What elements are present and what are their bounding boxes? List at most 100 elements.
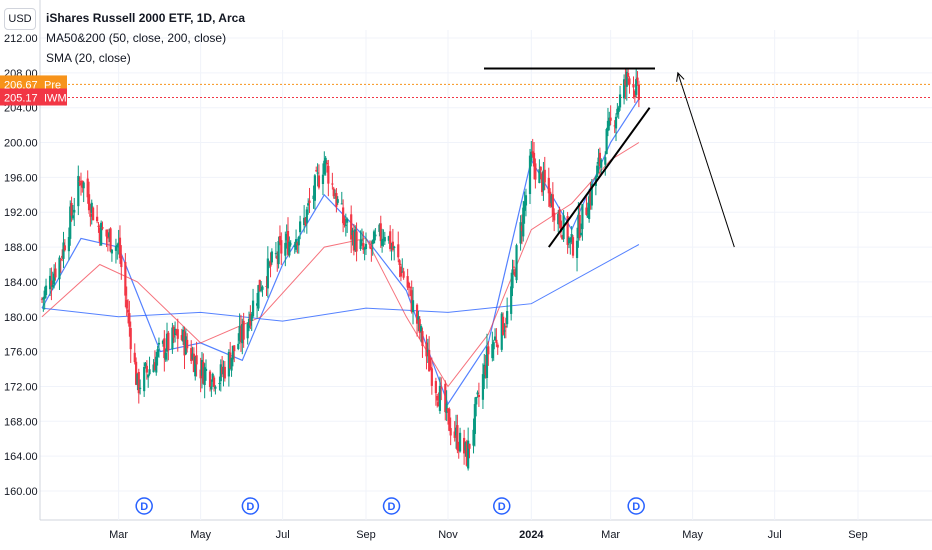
candle-body: [157, 342, 161, 345]
candle-body: [148, 369, 151, 375]
candle-body: [333, 197, 337, 199]
dividend-marker[interactable]: [493, 497, 511, 515]
candle-body: [44, 285, 48, 296]
candle-body: [352, 231, 355, 251]
candle-body: [230, 357, 233, 371]
candle-body: [276, 255, 279, 259]
candle-body: [312, 195, 315, 200]
candle-body: [448, 408, 451, 431]
candle-body: [493, 336, 497, 340]
y-tick-label: 212.00: [4, 33, 38, 45]
currency-button[interactable]: USD: [4, 8, 36, 30]
candle-body: [274, 253, 278, 255]
candle-body: [136, 373, 139, 385]
candle-body: [54, 268, 57, 278]
candle-body: [48, 275, 52, 290]
candle-body: [502, 316, 505, 335]
candle-body: [511, 269, 514, 289]
candle-body: [200, 359, 204, 376]
candle-body: [415, 304, 419, 324]
candle-body: [261, 286, 264, 290]
candle-body: [606, 120, 610, 131]
candle-body: [618, 94, 622, 108]
candle-body: [360, 239, 364, 241]
candle-body: [401, 271, 404, 273]
candle-body: [87, 194, 91, 211]
candle-body: [346, 218, 349, 223]
candle-body: [510, 286, 513, 314]
candle-body: [495, 339, 498, 344]
candle-body: [426, 350, 429, 353]
candle-body: [51, 285, 54, 288]
candle-body: [202, 361, 205, 384]
candle-body: [183, 331, 186, 356]
candle-body: [81, 180, 84, 188]
candle-body: [163, 338, 166, 359]
candle-body: [211, 373, 214, 382]
dividend-marker[interactable]: [241, 497, 260, 515]
candle-body: [155, 356, 158, 373]
x-tick-label: Nov: [438, 529, 458, 541]
candle-body: [167, 332, 170, 351]
price-label-pre: 206.67 Pre: [0, 75, 67, 93]
candle-body: [152, 364, 155, 373]
candle-body: [78, 180, 81, 182]
candle-body: [307, 203, 310, 206]
price-label-value: 206.67: [4, 79, 38, 91]
trend-line[interactable]: [547, 107, 651, 248]
candle-body: [418, 319, 421, 333]
candle-body: [265, 285, 268, 287]
dividend-marker-label: D: [388, 501, 396, 513]
candle-body: [438, 385, 442, 411]
candle-body: [304, 217, 307, 225]
series-line-sma-20: [41, 98, 640, 406]
candle-body: [519, 222, 522, 244]
candle-body: [530, 151, 533, 161]
candle-body: [578, 215, 581, 238]
candle-body: [242, 320, 245, 340]
candle-body: [97, 225, 100, 227]
candle-body: [538, 169, 541, 184]
candle-body: [481, 374, 485, 400]
candle-body: [625, 71, 628, 87]
x-tick-label: Mar: [601, 529, 620, 541]
candle-body: [464, 442, 467, 451]
candle-body: [129, 328, 132, 350]
candle-body: [153, 362, 157, 371]
y-tick-label: 164.00: [4, 451, 38, 463]
candle-body: [325, 163, 329, 165]
indicator-ma50-200-label[interactable]: MA50&200 (50, close, 200, close): [46, 31, 227, 45]
x-tick-label: Sep: [848, 529, 868, 541]
candle-body: [542, 170, 545, 191]
candle-body: [429, 366, 432, 370]
arrow-line[interactable]: [677, 72, 735, 248]
candle-body: [335, 192, 338, 207]
candle-body: [255, 303, 259, 306]
candle-body: [454, 427, 458, 436]
price-label-iwm: 205.17 IWM: [0, 88, 67, 106]
candle-body: [616, 108, 619, 115]
candle-body: [70, 202, 73, 216]
candle-body: [289, 243, 292, 245]
candle-body: [297, 236, 300, 246]
candle-body: [383, 237, 386, 242]
candle-body: [613, 125, 616, 127]
candle-body: [258, 279, 261, 292]
candle-body: [628, 78, 631, 85]
candle-body: [627, 72, 630, 77]
candle-body: [359, 240, 362, 249]
dividend-marker[interactable]: [627, 497, 645, 515]
candle-body: [204, 368, 208, 371]
candle-body: [440, 387, 443, 389]
candle-body: [62, 242, 65, 259]
dividend-marker[interactable]: [382, 497, 401, 515]
candle-body: [239, 327, 243, 343]
candle-body: [192, 353, 196, 373]
candle-body: [180, 335, 183, 340]
dividend-marker[interactable]: [135, 497, 153, 515]
indicator-sma20-label[interactable]: SMA (20, close): [46, 51, 131, 65]
candle-body: [79, 182, 83, 186]
candle-body: [569, 237, 572, 243]
